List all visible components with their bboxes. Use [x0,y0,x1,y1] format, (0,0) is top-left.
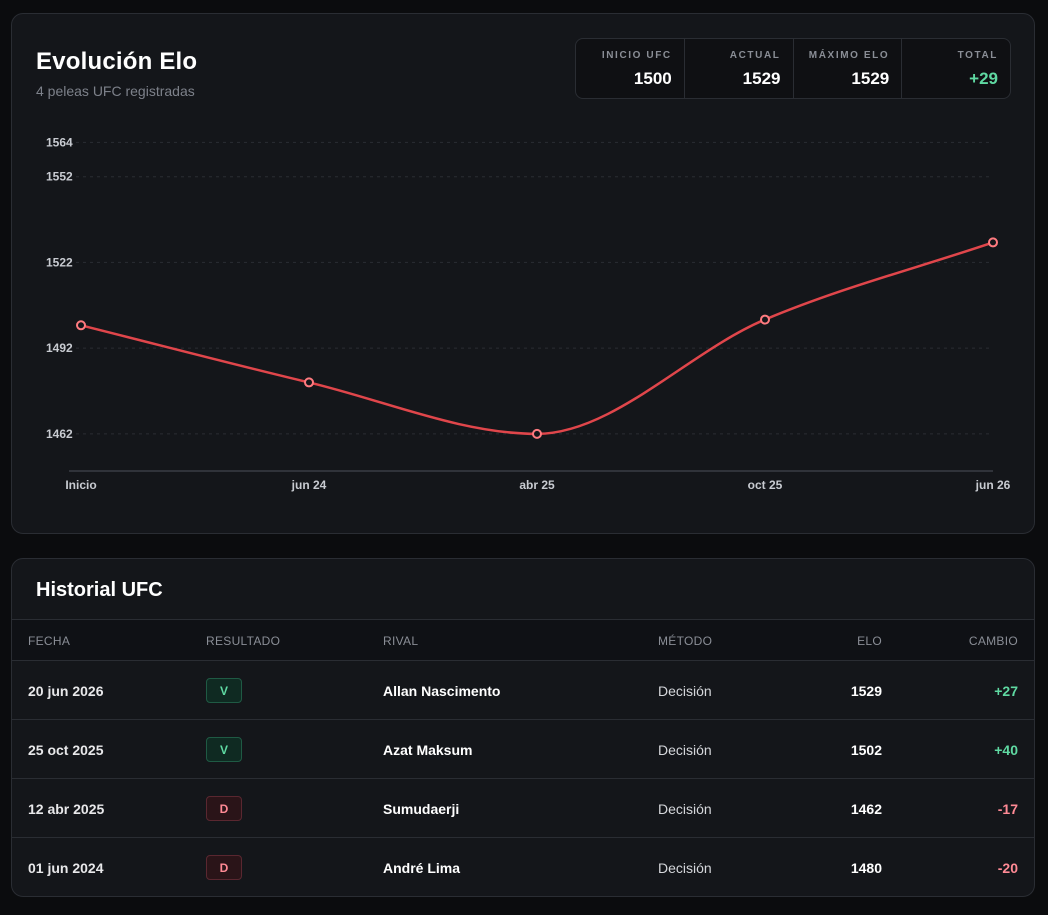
col-method-header: MÉTODO [658,634,713,648]
stat-total-value: +29 [969,69,998,88]
stat-start: INICIO UFC 1500 [576,39,685,98]
x-tick-label: abr 25 [519,478,555,492]
table-row: 01 jun 2024 D André Lima Decisión 1480 -… [12,838,1034,896]
rival-name: Sumudaerji [383,801,460,817]
stat-total: TOTAL +29 [902,39,1010,98]
col-change-header: CAMBIO [968,634,1018,648]
elo-value: 1480 [850,860,882,876]
x-tick-label: oct 25 [748,478,783,492]
rival-name: Allan Nascimento [383,683,501,699]
rival-name: André Lima [383,860,461,876]
data-point [988,237,998,248]
data-point [76,320,86,331]
data-point [304,377,314,388]
history-table: FECHA RESULTADO RIVAL MÉTODO ELO CAMBIO … [12,619,1034,896]
col-elo-header: ELO [857,634,882,648]
elo-change: -17 [997,801,1018,817]
y-tick-label: 1564 [46,135,73,149]
data-point [532,428,542,439]
stat-max: MÁXIMO ELO 1529 [794,39,903,98]
y-tick-label: 1462 [46,427,73,441]
stat-max-value: 1529 [851,69,890,88]
table-row: 12 abr 2025 D Sumudaerji Decisión 1462 -… [12,779,1034,838]
table-row: 25 oct 2025 V Azat Maksum Decisión 1502 … [12,720,1034,779]
elo-change: +27 [994,683,1018,699]
x-tick-label: jun 26 [975,478,1011,492]
x-tick-label: jun 24 [291,478,327,492]
fight-date: 20 jun 2026 [28,683,104,699]
fight-method: Decisión [658,683,712,699]
col-rival-header: RIVAL [383,634,419,648]
elo-title: Evolución Elo [36,48,198,75]
elo-line-chart: 1564 1552 1522 1492 1462 Inicio jun 24 abr 25 oc… [46,135,1011,492]
elo-stats-panel: INICIO UFC 1500 ACTUAL 1529 MÁXIMO ELO 1… [575,38,1011,99]
y-tick-label: 1522 [46,255,73,269]
fight-date: 12 abr 2025 [28,801,105,817]
fight-method: Decisión [658,860,712,876]
elo-change: +40 [994,742,1018,758]
result-badge: V [206,737,242,762]
table-header: FECHA RESULTADO RIVAL MÉTODO ELO CAMBIO [12,619,1034,661]
y-tick-label: 1492 [46,341,73,355]
col-date-header: FECHA [28,634,71,648]
elo-value: 1502 [850,742,882,758]
stat-total-label: TOTAL [957,50,998,61]
fight-date: 01 jun 2024 [28,860,104,876]
rival-name: Azat Maksum [383,742,473,758]
data-point [760,314,770,325]
ufc-history-card: Historial UFC FECHA RESULTADO RIVAL MÉTO… [11,558,1035,897]
elo-series-line [80,241,994,436]
stat-current-label: ACTUAL [729,50,781,61]
elo-change: -20 [997,860,1018,876]
fight-date: 25 oct 2025 [28,742,104,758]
y-tick-label: 1552 [46,170,73,184]
history-title: Historial UFC [36,579,163,601]
stat-current-value: 1529 [742,69,781,88]
col-result-header: RESULTADO [206,634,281,648]
elo-subtitle: 4 peleas UFC registradas [36,83,195,99]
result-badge: D [206,796,242,821]
elo-evolution-card: Evolución Elo 4 peleas UFC registradas I… [11,13,1035,534]
stat-start-label: INICIO UFC [601,50,672,61]
result-badge: D [206,855,242,880]
fight-method: Decisión [658,742,712,758]
x-tick-label: Inicio [65,478,96,492]
fight-method: Decisión [658,801,712,817]
elo-value: 1529 [850,683,882,699]
stat-current: ACTUAL 1529 [685,39,794,98]
elo-value: 1462 [850,801,882,817]
stat-max-label: MÁXIMO ELO [808,50,890,61]
stat-start-value: 1500 [633,69,672,88]
table-row: 20 jun 2026 V Allan Nascimento Decisión … [12,661,1034,720]
result-badge: V [206,678,242,703]
